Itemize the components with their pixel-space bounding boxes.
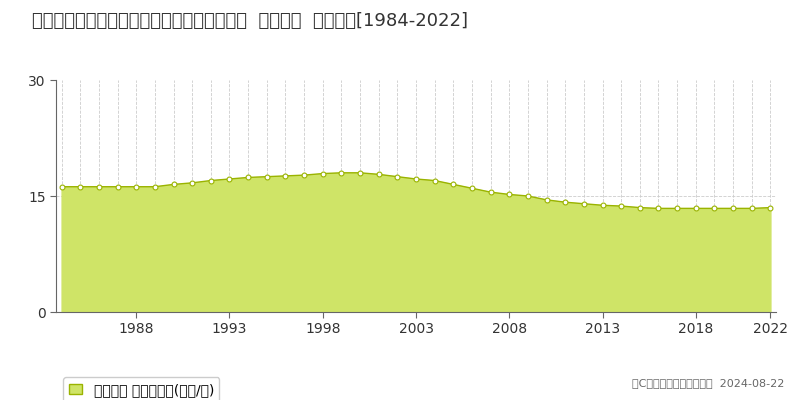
- Legend: 地価公示 平均嵪単価(万円/嵪): 地価公示 平均嵪単価(万円/嵪): [63, 377, 219, 400]
- Text: （C）土地価格ドットコム  2024-08-22: （C）土地価格ドットコム 2024-08-22: [632, 378, 784, 388]
- Text: 大分県別府市大字鶴見字タタラ１８７８番７  地価公示  地価推移[1984-2022]: 大分県別府市大字鶴見字タタラ１８７８番７ 地価公示 地価推移[1984-2022…: [32, 12, 468, 30]
